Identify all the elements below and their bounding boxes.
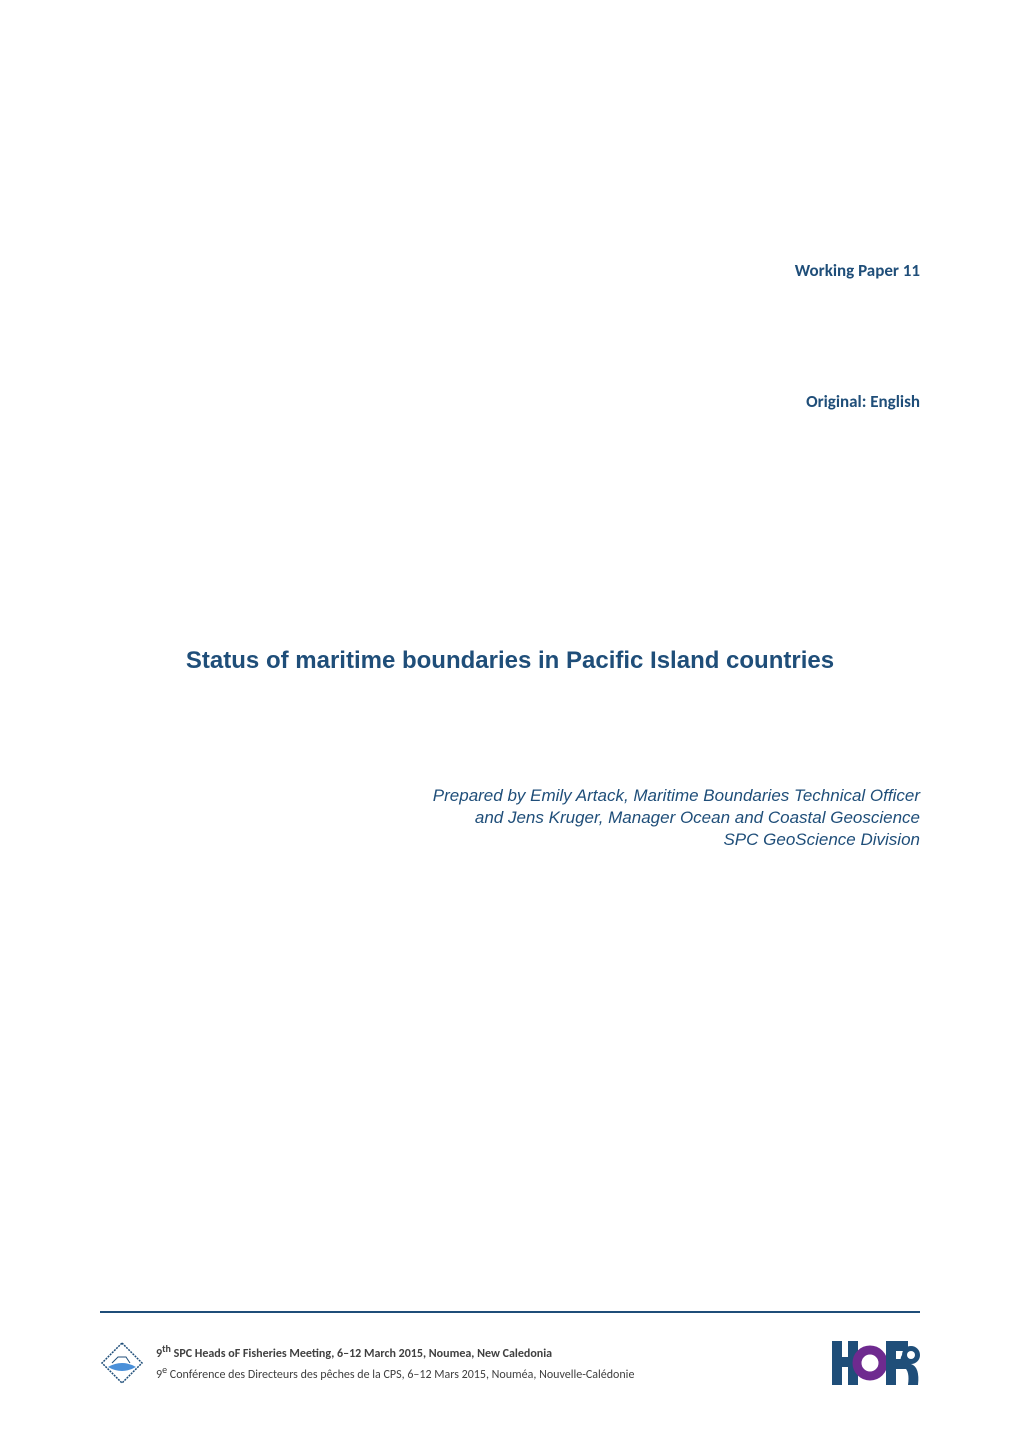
document-title: Status of maritime boundaries in Pacific… (100, 647, 920, 675)
spc-logo-icon (100, 1341, 144, 1385)
author-line-2: and Jens Kruger, Manager Ocean and Coast… (100, 807, 920, 829)
footer-meeting-text: 9th SPC Heads oF Fisheries Meeting, 6–12… (156, 1342, 634, 1383)
hof9-logo-icon (830, 1333, 920, 1393)
working-paper-label: Working Paper 11 (100, 260, 920, 281)
footer-divider (100, 1311, 920, 1313)
footer-line2: 9e Conférence des Directeurs des pêches … (156, 1363, 634, 1384)
page-footer: 9th SPC Heads oF Fisheries Meeting, 6–12… (100, 1311, 920, 1393)
author-line-1: Prepared by Emily Artack, Maritime Bound… (100, 785, 920, 807)
document-page: Working Paper 11 Original: English Statu… (0, 0, 1020, 1443)
footer-content: 9th SPC Heads oF Fisheries Meeting, 6–12… (100, 1333, 920, 1393)
author-line-3: SPC GeoScience Division (100, 829, 920, 851)
original-language-label: Original: English (100, 391, 920, 412)
authors-block: Prepared by Emily Artack, Maritime Bound… (100, 785, 920, 851)
footer-line1: 9th SPC Heads oF Fisheries Meeting, 6–12… (156, 1342, 634, 1363)
footer-left: 9th SPC Heads oF Fisheries Meeting, 6–12… (100, 1341, 634, 1385)
